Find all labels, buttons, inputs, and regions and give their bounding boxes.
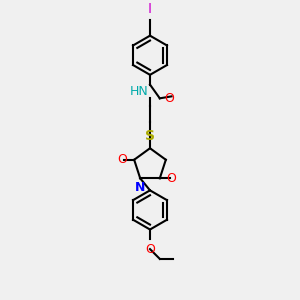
Text: I: I bbox=[148, 2, 152, 16]
Text: O: O bbox=[145, 243, 155, 256]
Text: O: O bbox=[118, 153, 128, 166]
Text: HN: HN bbox=[130, 85, 148, 98]
Text: S: S bbox=[145, 128, 155, 142]
Text: O: O bbox=[165, 92, 175, 105]
Text: O: O bbox=[167, 172, 176, 185]
Text: N: N bbox=[135, 181, 146, 194]
